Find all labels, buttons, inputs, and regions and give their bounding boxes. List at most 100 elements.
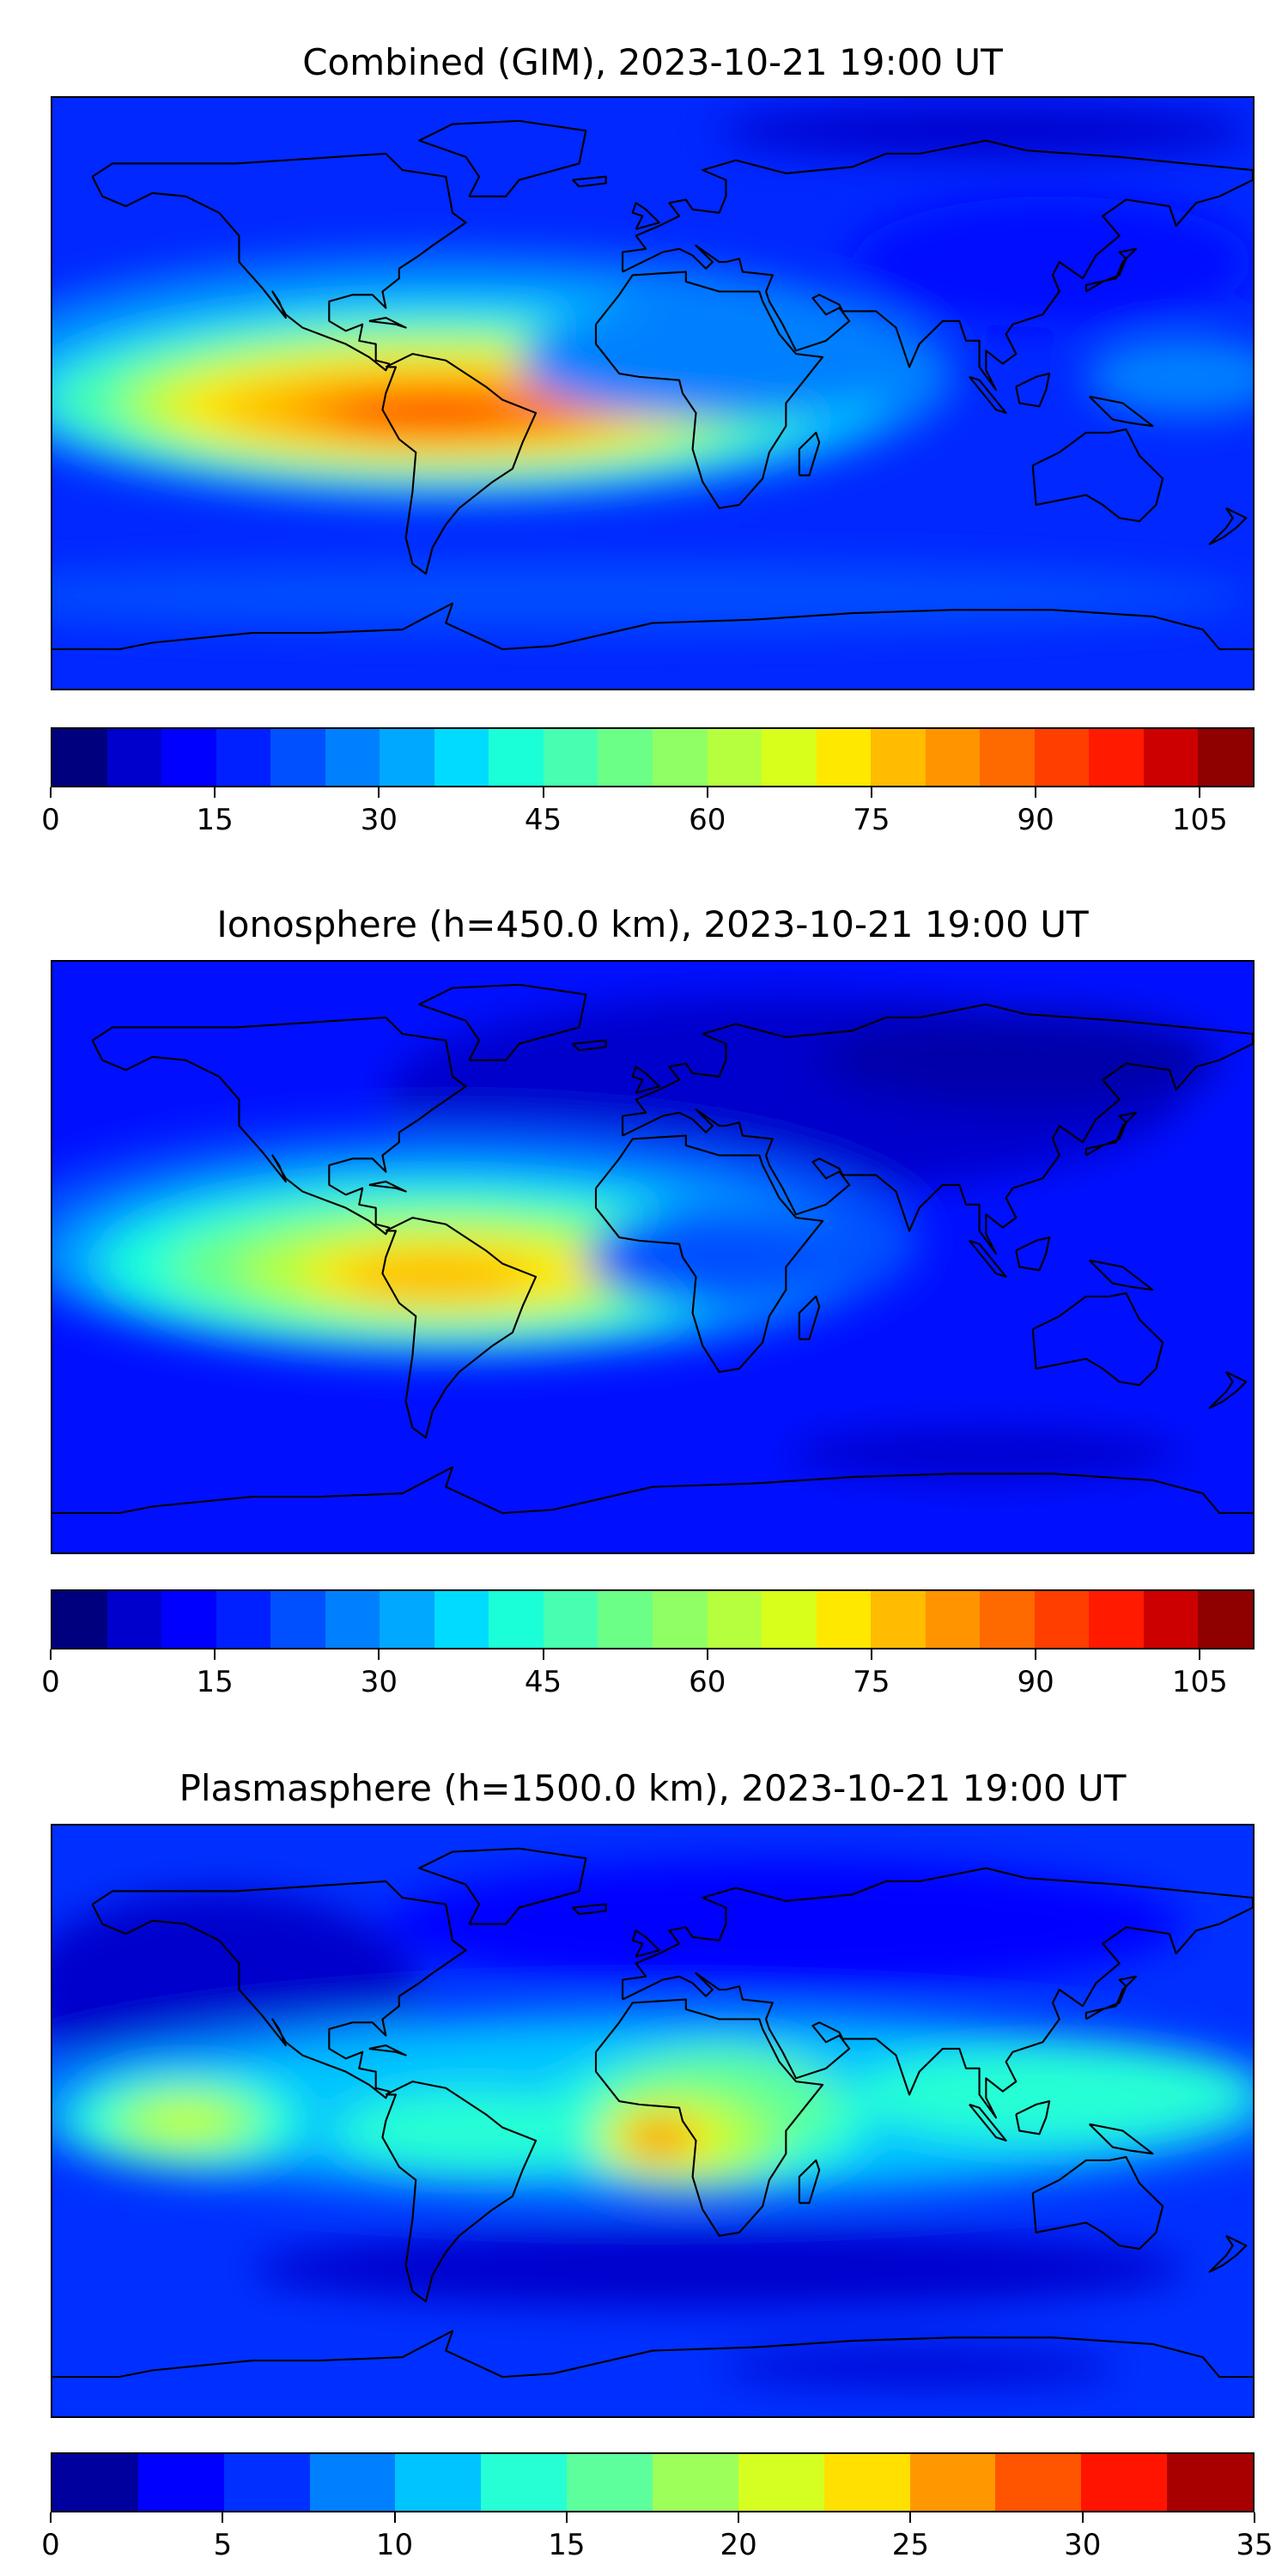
colorbar-tick-label: 15 (196, 803, 234, 837)
colorbar-segment (823, 2454, 910, 2511)
tec-contour-region (719, 104, 1253, 157)
coastline-eurasia (621, 1867, 1253, 2119)
coastline-uk (631, 202, 660, 230)
colorbar-tick-label: 45 (524, 803, 562, 837)
coastline-iceland (572, 175, 607, 188)
coastline-borneo (1015, 373, 1051, 408)
colorbar-tick (214, 787, 216, 798)
coastline-africa (594, 270, 824, 509)
colorbar-segment (762, 1591, 817, 1648)
coastline-new-zealand (1208, 1370, 1248, 1409)
tec-contour-region (853, 196, 1253, 328)
coastline-cuba (368, 1181, 407, 1193)
colorbar-tick-label: 90 (1017, 803, 1054, 837)
colorbar-segment (325, 729, 380, 786)
colorbar-segment (925, 729, 981, 786)
tec-contour-region (719, 2350, 1120, 2384)
colorbar-segment (598, 1591, 653, 1648)
colorbar-segment (909, 2454, 996, 2511)
coastline-north-america (91, 1880, 467, 2099)
colorbar-segment (925, 1591, 981, 1648)
coastline-australia (1031, 1291, 1164, 1387)
coastline-antarctica (52, 602, 1253, 651)
colorbar-tick (1199, 1649, 1201, 1660)
coastline-greenland (418, 983, 587, 1061)
colorbar-segment (325, 1591, 380, 1648)
colorbar-segment (216, 729, 271, 786)
colorbar-tick (870, 1649, 872, 1660)
colorbar-segment (137, 2454, 224, 2511)
colorbar-segment (653, 729, 708, 786)
plot-title-ionosphere: Ionosphere (h=450.0 km), 2023-10-21 19:0… (216, 903, 1089, 945)
coastline-japan (1084, 1111, 1138, 1157)
tec-contour-region (586, 1207, 853, 1307)
colorbar-tick-label: 0 (41, 803, 60, 837)
colorbar-segment (738, 2454, 824, 2511)
colorbar-segment (1198, 729, 1254, 786)
tec-contour-region (152, 2107, 220, 2135)
tec-contour-region (1085, 337, 1253, 416)
coastline-madagascar (798, 431, 821, 477)
colorbar-tick-label: 25 (891, 2528, 930, 2562)
coastline-borneo (1015, 2100, 1051, 2136)
coastline-australia (1031, 428, 1164, 523)
colorbar-segment (380, 729, 434, 786)
colorbar-segment (52, 2454, 138, 2511)
colorbar-segment (161, 1591, 216, 1648)
colorbar-tick-label: 15 (548, 2528, 586, 2562)
coastline-cuba (368, 2044, 407, 2057)
colorbar-tick (50, 787, 52, 798)
colorbar-segment (871, 1591, 926, 1648)
tec-contour-region (819, 1011, 1220, 1109)
plot-title-plasmasphere: Plasmasphere (h=1500.0 km), 2023-10-21 1… (179, 1767, 1127, 1809)
colorbar-segment (270, 729, 325, 786)
colorbar-tick-label: 0 (41, 1665, 60, 1699)
colorbar-tick-label: 75 (853, 803, 890, 837)
colorbar-segment (216, 1591, 271, 1648)
colorbar-segment (1198, 1591, 1254, 1648)
tec-contour-region (786, 1427, 1187, 1480)
tec-contour-region (853, 2048, 1253, 2141)
colorbar-segment (395, 2454, 482, 2511)
colorbar-tick (1081, 2512, 1084, 2523)
colorbar-tick-label: 5 (213, 2528, 233, 2562)
colorbar-tick-label: 0 (41, 2528, 60, 2562)
coastline-iceland (572, 1039, 607, 1052)
coastline-eurasia (621, 1003, 1253, 1255)
coastline-madagascar (798, 2159, 821, 2204)
coastline-japan (1084, 247, 1138, 293)
colorbar-segment (489, 1591, 544, 1648)
colorbar-ticks-combined: 0 15 30 45 60 75 90 105 (41, 787, 1255, 839)
colorbar-tick (706, 1649, 708, 1660)
tec-contour-region (52, 563, 1253, 630)
coastline-north-america (91, 1016, 467, 1236)
colorbar-tick-label: 105 (1171, 803, 1228, 837)
colorbar-segment (434, 729, 489, 786)
colorbar-tick-label: 30 (1064, 2528, 1102, 2562)
colorbar-segment (653, 2454, 738, 2511)
map-ionosphere-tec (51, 960, 1255, 1554)
colorbar-segment (52, 729, 107, 786)
colorbar-ticks-ionosphere: 0 15 30 45 60 75 90 105 (41, 1649, 1255, 1701)
colorbar-ticks-plasmasphere: 0 5 10 15 20 25 30 35 (41, 2512, 1273, 2564)
colorbar-tick-label: 105 (1171, 1665, 1228, 1699)
colorbar-segment (995, 2454, 1082, 2511)
tec-contour-region (386, 1858, 1187, 1990)
map-combined-tec (51, 96, 1255, 690)
coastline-new-zealand (1208, 2234, 1248, 2273)
coastline-cuba (368, 317, 407, 329)
coastline-borneo (1015, 1236, 1051, 1272)
colorbar-tick (738, 2512, 740, 2523)
coastline-australia (1031, 2155, 1164, 2251)
colorbar-segment (1081, 2454, 1168, 2511)
colorbar-tick (378, 787, 380, 798)
colorbar-tick-label: 60 (689, 803, 726, 837)
colorbar-segment (1167, 2454, 1254, 2511)
coastline-north-america (91, 152, 467, 372)
coastline-africa (594, 1998, 824, 2237)
coastline-new-guinea (1088, 1259, 1154, 1291)
coastline-new-guinea (1088, 395, 1154, 428)
colorbar-plasmasphere (51, 2452, 1255, 2512)
colorbar-segment (543, 729, 598, 786)
colorbar-tick (1035, 787, 1037, 798)
